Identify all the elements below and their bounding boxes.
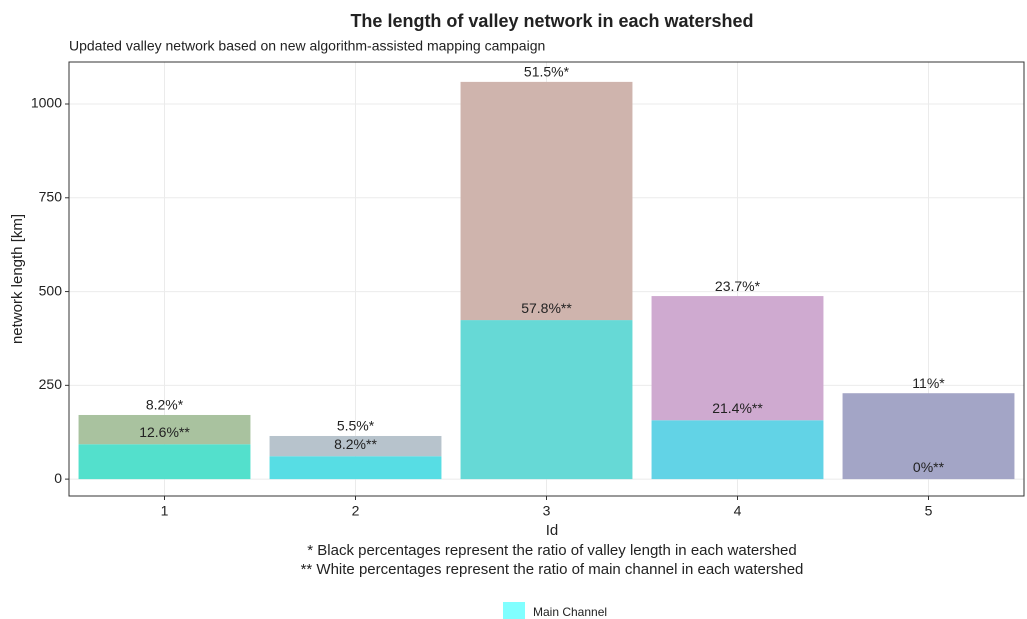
footnote: ** White percentages represent the ratio… [301,561,804,578]
value-label: 11%* [912,375,945,391]
value-label: 8.2%* [146,397,184,413]
value-label: 8.2%** [334,436,377,452]
bar-segment [269,435,442,457]
x-tick-label: 2 [352,503,360,519]
chart-subtitle: Updated valley network based on new algo… [69,38,545,54]
bar-segment [78,414,251,445]
bar-segment [78,444,251,480]
value-label: 23.7%* [715,278,761,294]
legend-swatch [503,602,525,619]
x-axis-label: Id [546,522,559,539]
value-label: 5.5%* [337,418,375,434]
y-tick-label: 750 [39,188,63,204]
x-tick-label: 3 [543,503,551,519]
legend: Main Channel [503,602,607,619]
bar-segment [460,320,633,480]
bar-segment [269,456,442,480]
x-tick-label: 5 [925,503,933,519]
value-label: 0%** [913,459,945,475]
value-label: 51.5%* [524,64,570,80]
plot-border [68,61,1025,497]
x-tick-label: 1 [161,503,169,519]
y-tick-label: 1000 [31,95,62,111]
bar-segment [842,393,1015,480]
bar-segment [460,81,633,321]
y-tick-label: 500 [39,282,63,298]
value-label: 57.8%** [521,300,572,316]
y-tick-label: 0 [54,470,62,486]
value-label: 12.6%** [139,424,190,440]
y-tick-label: 250 [39,376,63,392]
legend-label: Main Channel [533,605,607,619]
footnote: * Black percentages represent the ratio … [307,542,796,559]
x-tick-label: 4 [734,503,742,519]
bar-segment [651,420,824,480]
y-axis-label: network length [km] [9,214,26,344]
value-label: 21.4%** [712,400,763,416]
bar-segment [651,296,824,421]
chart-title: The length of valley network in each wat… [350,11,753,31]
